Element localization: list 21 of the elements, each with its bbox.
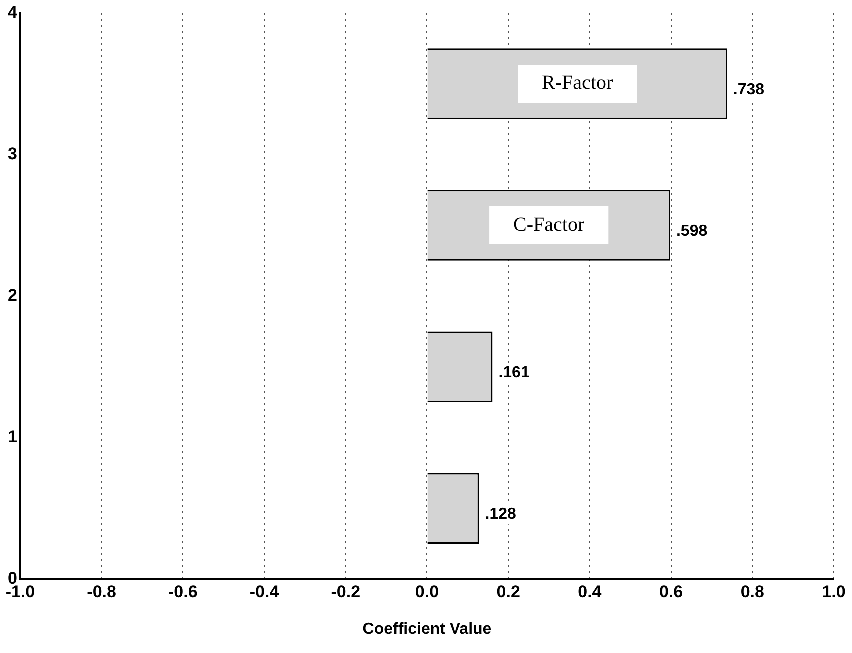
data-label: .598 bbox=[676, 222, 708, 240]
data-label: .161 bbox=[498, 364, 530, 382]
y-tick-label: 3 bbox=[8, 144, 18, 164]
y-tick-label: 2 bbox=[8, 286, 18, 305]
annotation: C-Factor bbox=[514, 214, 585, 236]
x-tick-label: 0.4 bbox=[578, 582, 602, 602]
x-tick-label: 0.2 bbox=[496, 582, 520, 602]
x-tick-label: -0.4 bbox=[250, 582, 280, 602]
x-tick-label: -0.6 bbox=[168, 582, 198, 602]
data-label: .128 bbox=[485, 506, 517, 524]
y-tick-label: 4 bbox=[8, 2, 18, 22]
x-tick-label: 0.0 bbox=[415, 582, 440, 602]
x-axis-title: Coefficient Value bbox=[362, 620, 492, 638]
y-tick-label: 1 bbox=[8, 428, 18, 447]
x-tick-label: 1.0 bbox=[822, 582, 846, 602]
data-label: .738 bbox=[733, 81, 765, 98]
x-tick-label: 0.6 bbox=[659, 582, 684, 602]
x-tick-label: -0.8 bbox=[87, 582, 116, 602]
annotation: R-Factor bbox=[542, 72, 614, 94]
x-tick-label: -0.2 bbox=[331, 582, 361, 602]
x-tick-label: 0.8 bbox=[740, 582, 764, 602]
